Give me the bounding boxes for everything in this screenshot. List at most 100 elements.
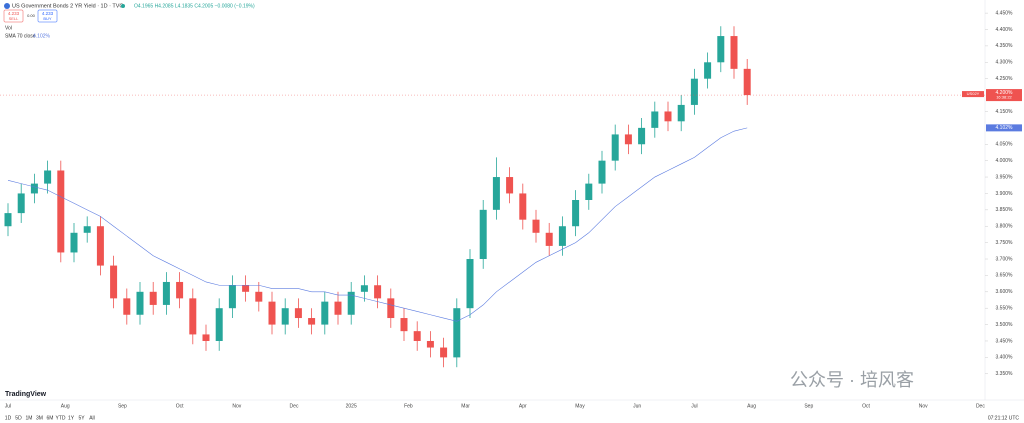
y-tick-label: 4.350% (996, 43, 1014, 49)
y-tick-label: 4.150% (996, 109, 1014, 115)
sma-tag: 4.102% (996, 125, 1014, 131)
candle-body (215, 308, 223, 341)
candle-body (506, 177, 514, 194)
candle-body (624, 134, 632, 145)
candle-body (558, 226, 566, 246)
candle-body (479, 209, 487, 260)
x-tick-label: Jul (5, 403, 11, 409)
candle-body (334, 301, 342, 315)
y-tick-label: 3.500% (996, 322, 1014, 328)
y-tick-label: 4.250% (996, 76, 1014, 82)
x-tick-label: Dec (976, 403, 985, 409)
sma-tag-bg (986, 124, 1022, 132)
ohlc: O4.1965 H4.2085 L4.1835 C4.2005 −0.0080 … (134, 3, 255, 9)
watermark: 公众号 · 培风客 (790, 370, 914, 390)
x-tick-label: Oct (176, 403, 184, 409)
candle-body (360, 285, 368, 292)
candle-body (255, 291, 263, 302)
candle-body (83, 226, 91, 233)
candle-body (387, 298, 395, 319)
candle-body (110, 265, 118, 299)
candle-body (308, 318, 316, 325)
y-tick-label: 3.450% (996, 338, 1014, 344)
candle-body (400, 318, 408, 332)
countdown: 16:38:22 (996, 95, 1012, 100)
candle-body (704, 62, 712, 79)
candle-body (717, 36, 725, 63)
x-tick-label: Jul (691, 403, 697, 409)
candle-body (492, 177, 500, 210)
candle-body (374, 285, 382, 299)
candle-body (17, 193, 25, 214)
range-button[interactable]: 5Y (78, 415, 85, 421)
candle-body (730, 36, 738, 69)
range-button[interactable]: 1Y (68, 415, 75, 421)
y-tick-label: 3.950% (996, 174, 1014, 180)
range-button[interactable]: YTD (56, 415, 66, 421)
candle-body (162, 281, 170, 305)
buy-button[interactable] (37, 9, 58, 23)
candle-body (677, 104, 685, 122)
symbol-tag: US02Y (967, 91, 980, 96)
spread: 0.00 (27, 13, 36, 18)
y-tick-label: 4.450% (996, 10, 1014, 16)
y-tick-label: 3.900% (996, 191, 1014, 197)
x-tick-label: Sep (118, 403, 127, 409)
candle-body (611, 134, 619, 161)
candle-body (281, 308, 289, 325)
x-tick-label: Sep (804, 403, 813, 409)
y-tick-label: 3.700% (996, 256, 1014, 262)
y-tick-label: 3.350% (996, 371, 1014, 377)
sell-label: SELL (9, 16, 20, 21)
candle-body (532, 219, 540, 233)
candle-body (30, 183, 38, 194)
volume-label[interactable]: Vol (5, 25, 12, 31)
candle-body (149, 291, 157, 305)
candle-body (44, 170, 52, 184)
range-button[interactable]: 6M (47, 415, 54, 421)
range-button[interactable]: 5D (15, 415, 22, 421)
x-tick-label: Nov (232, 403, 241, 409)
symbol-title[interactable]: US Government Bonds 2 YR Yield · 1D · TV… (12, 3, 123, 9)
x-tick-label: Feb (404, 403, 413, 409)
candle-body (572, 200, 580, 227)
sma-line (7, 127, 748, 322)
candle-body (545, 232, 553, 246)
candle-body (189, 298, 197, 335)
x-tick-label: Mar (461, 403, 470, 409)
sell-button[interactable] (3, 9, 24, 23)
candle-body (453, 308, 461, 358)
candle-body (321, 301, 329, 325)
range-button[interactable]: 3M (36, 415, 43, 421)
candle-body (202, 334, 210, 341)
candle-body (242, 285, 250, 292)
range-button[interactable]: 1D (5, 415, 12, 421)
y-tick-label: 3.650% (996, 273, 1014, 279)
status-dot (121, 4, 125, 8)
x-tick-label: May (575, 403, 585, 409)
x-tick-label: Jun (633, 403, 641, 409)
candle-body (585, 183, 593, 200)
sell-price: 4.233 (8, 11, 20, 16)
candle-body (519, 193, 527, 220)
candle-body (664, 111, 672, 122)
y-tick-label: 4.000% (996, 158, 1014, 164)
range-button[interactable]: All (89, 415, 95, 421)
buy-label: BUY (43, 16, 52, 21)
candle-body (743, 68, 751, 96)
y-tick-label: 3.800% (996, 224, 1014, 230)
y-tick-label: 3.550% (996, 306, 1014, 312)
clock: 07:21:12 UTC (988, 415, 1020, 421)
candle-body (268, 301, 276, 325)
price-tag-bg (986, 89, 1022, 102)
y-tick-label: 3.600% (996, 289, 1014, 295)
candle-body (426, 340, 434, 348)
range-button[interactable]: 1M (26, 415, 33, 421)
price-tag: 4.200% (996, 90, 1014, 96)
candle-body (136, 291, 144, 315)
sma-label[interactable]: SMA 70 close (5, 33, 36, 39)
candle-body (228, 285, 236, 309)
candle-body (690, 78, 698, 105)
